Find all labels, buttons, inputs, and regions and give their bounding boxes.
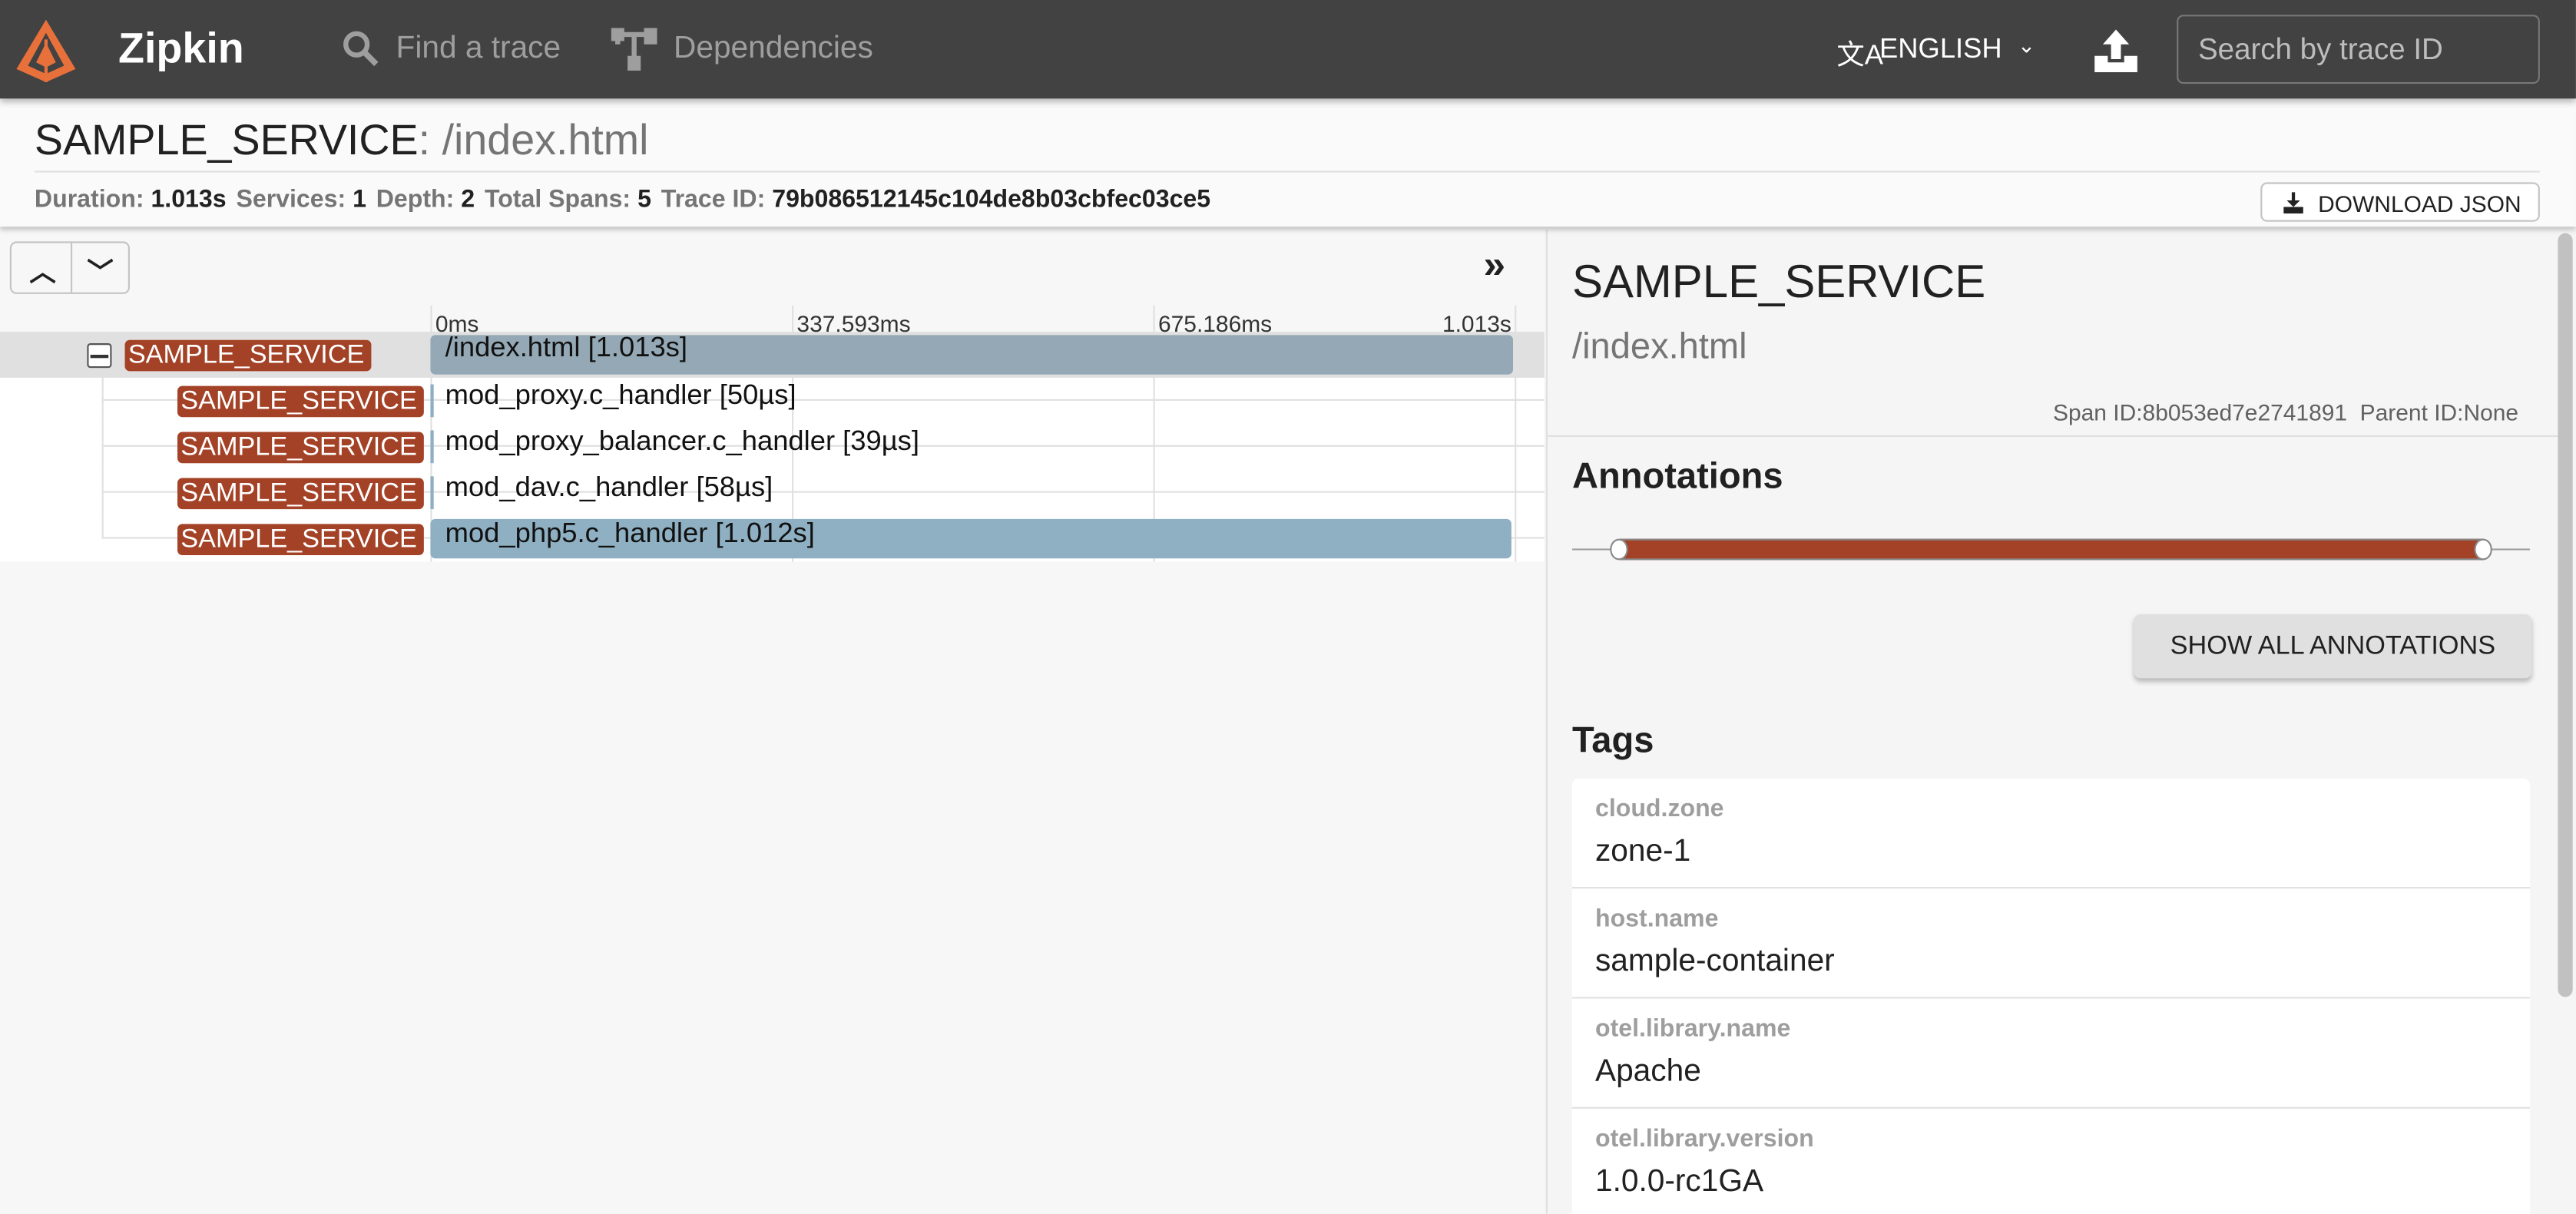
parent-id-value: None — [2463, 399, 2519, 426]
stat-value: 2 — [461, 185, 475, 214]
stat-label: Total Spans: — [484, 185, 631, 214]
stat-label: Services: — [236, 185, 346, 214]
tick-line — [1515, 305, 1517, 562]
brand-name[interactable]: Zipkin — [118, 22, 244, 73]
stat-value: 5 — [637, 185, 651, 214]
span-nav-group: ︿ ﹀ — [9, 241, 130, 294]
tag-key: host.name — [1594, 905, 1719, 933]
stat-value: 1.013s — [151, 185, 227, 214]
service-badge: SAMPLE_SERVICE — [177, 385, 424, 418]
tag-row: host.name sample-container — [1572, 888, 2531, 999]
tick-label: 1.013s — [1442, 310, 1511, 337]
language-label: ENGLISH — [1879, 32, 2002, 65]
collapse-toggle-icon[interactable] — [87, 343, 112, 369]
span-name: mod_php5.c_handler [1.012s] — [445, 517, 815, 549]
language-selector[interactable]: 文A ENGLISH ⌄ — [1833, 0, 2047, 98]
span-bar[interactable] — [430, 384, 434, 418]
tree-line — [101, 377, 104, 539]
title-separator: : — [418, 114, 431, 164]
divider — [34, 170, 2540, 173]
divider — [1547, 435, 2558, 437]
tag-value: sample-container — [1594, 944, 1835, 979]
download-json-label: DOWNLOAD JSON — [2318, 190, 2521, 217]
annotation-marker[interactable] — [1610, 538, 1628, 561]
span-ids: Span ID:8b053ed7e2741891 Parent ID:None — [2053, 399, 2518, 425]
stat-value: 1 — [353, 185, 366, 214]
tag-key: otel.library.name — [1594, 1014, 1791, 1044]
span-detail-panel: SAMPLE_SERVICE /index.html Span ID:8b053… — [1545, 230, 2558, 1214]
stat-label: Depth: — [376, 185, 455, 214]
chevron-down-icon: ⌄ — [2017, 32, 2036, 58]
top-app-bar: Zipkin Find a trace Dependencies 文A ENGL… — [0, 0, 2576, 99]
stat-label: Duration: — [34, 185, 144, 214]
dependencies-icon — [611, 28, 657, 71]
search-icon — [343, 31, 379, 67]
tag-row: otel.library.name Apache — [1572, 999, 2531, 1109]
nav-label: Dependencies — [673, 31, 873, 66]
tag-row: cloud.zone zone-1 — [1572, 779, 2531, 889]
annotation-bar[interactable] — [1620, 538, 2485, 561]
tick-label: 0ms — [435, 310, 479, 337]
tag-value: Apache — [1594, 1054, 1701, 1090]
tick-label: 337.593ms — [796, 310, 911, 337]
span-bar[interactable] — [430, 430, 434, 464]
title-span-name: /index.html — [430, 114, 649, 164]
page-title: SAMPLE_SERVICE: /index.html — [35, 115, 649, 166]
span-id-label: Span ID: — [2053, 399, 2143, 426]
span-bar[interactable] — [430, 518, 1512, 559]
previous-span-button[interactable]: ︿ — [12, 243, 73, 293]
stat-value: 79b086512145c104de8b03cbfec03ce5 — [772, 185, 1211, 214]
next-span-button[interactable]: ﹀ — [72, 243, 130, 293]
span-name: mod_proxy.c_handler [50µs] — [445, 379, 796, 411]
span-bar[interactable] — [430, 476, 434, 510]
tag-value: zone-1 — [1594, 834, 1691, 869]
tag-row: otel.library.version 1.0.0-rc1GA — [1572, 1109, 2530, 1214]
chevron-up-icon: ︿ — [29, 259, 56, 288]
tag-key: cloud.zone — [1594, 795, 1724, 823]
download-icon — [2283, 192, 2303, 214]
tick-line — [791, 305, 794, 562]
detail-span-name: /index.html — [1572, 325, 1747, 366]
trace-summary-header: SAMPLE_SERVICE: /index.html Duration: 1.… — [0, 98, 2576, 227]
span-id-value: 8b053ed7e2741891 — [2142, 399, 2348, 426]
nav-label: Find a trace — [396, 31, 561, 66]
stat-label: Trace ID: — [661, 185, 766, 214]
collapse-detail-icon[interactable]: » — [1483, 243, 1506, 288]
search-trace-id-input[interactable] — [2177, 15, 2540, 84]
nav-dependencies[interactable]: Dependencies — [608, 0, 887, 98]
annotation-marker[interactable] — [2474, 538, 2492, 561]
row-divider — [101, 491, 1545, 493]
span-bar[interactable] — [430, 335, 1514, 375]
annotations-heading: Annotations — [1572, 455, 1783, 496]
upload-icon[interactable] — [2093, 26, 2139, 73]
trace-stats: Duration: 1.013s Services: 1 Depth: 2 Total… — [35, 186, 1220, 213]
translate-icon: 文A — [1836, 39, 1884, 71]
tag-value: 1.0.0-rc1GA — [1594, 1164, 1764, 1199]
tags-list: cloud.zone zone-1 host.name sample-containe… — [1572, 778, 2531, 1214]
title-service: SAMPLE_SERVICE — [34, 114, 419, 164]
tick-label: 675.186ms — [1157, 310, 1273, 337]
service-badge: SAMPLE_SERVICE — [177, 478, 424, 510]
service-badge: SAMPLE_SERVICE — [177, 432, 424, 464]
download-json-button[interactable]: DOWNLOAD JSON — [2260, 182, 2540, 222]
detail-service-name: SAMPLE_SERVICE — [1572, 256, 1986, 307]
parent-id-label: Parent ID: — [2359, 399, 2464, 426]
span-name: mod_proxy_balancer.c_handler [39µs] — [445, 425, 919, 457]
span-name: mod_dav.c_handler [58µs] — [445, 471, 773, 503]
service-badge: SAMPLE_SERVICE — [177, 524, 424, 555]
row-divider — [101, 399, 1545, 401]
span-name: /index.html [1.013s] — [445, 332, 688, 363]
service-badge: SAMPLE_SERVICE — [124, 339, 372, 372]
nav-find-trace[interactable]: Find a trace — [339, 0, 568, 98]
show-all-annotations-button[interactable]: SHOW ALL ANNOTATIONS — [2134, 614, 2532, 679]
tick-line — [1153, 305, 1155, 562]
tags-heading: Tags — [1572, 719, 1654, 761]
tag-key: otel.library.version — [1594, 1125, 1814, 1153]
chevron-down-icon: ﹀ — [87, 259, 114, 288]
zipkin-logo-icon[interactable] — [13, 16, 79, 82]
scrollbar[interactable] — [2558, 233, 2573, 997]
timeline: 0ms 337.593ms 675.186ms 1.013s SAMPLE_SERVIC… — [0, 305, 1545, 562]
row-divider — [101, 445, 1545, 447]
